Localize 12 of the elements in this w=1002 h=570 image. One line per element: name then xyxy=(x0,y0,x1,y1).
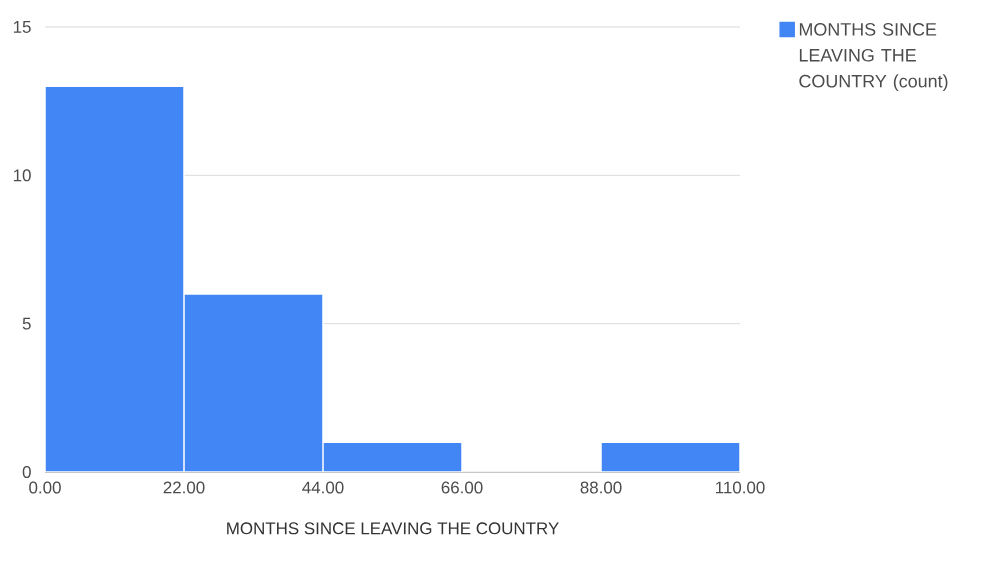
x-axis-title: MONTHS SINCE LEAVING THE COUNTRY xyxy=(227,522,559,535)
x-tick-label: 88.00 xyxy=(580,481,622,494)
y-tick-label: 5 xyxy=(22,317,31,330)
x-tick-label: 66.00 xyxy=(441,481,483,494)
y-tick-label: 15 xyxy=(13,21,31,33)
x-tick-label: 0.00 xyxy=(29,481,61,494)
y-tick-label: 10 xyxy=(13,169,31,182)
x-tick-label: 44.00 xyxy=(302,481,344,494)
x-tick-label: 22.00 xyxy=(163,481,205,494)
x-tick-label: 110.00 xyxy=(716,481,765,494)
legend-label: MONTHS SINCE LEAVING THE COUNTRY (count) xyxy=(799,23,948,92)
y-tick-label: 0 xyxy=(22,466,31,478)
